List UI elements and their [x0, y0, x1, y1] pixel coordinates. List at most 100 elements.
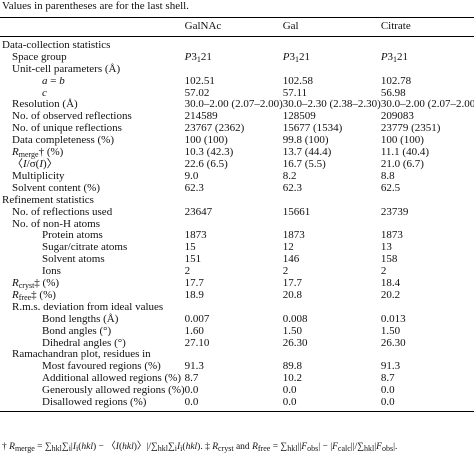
- value-cell: 13: [380, 241, 392, 254]
- subscript: hkl: [364, 444, 375, 453]
- italic-run: I: [176, 442, 181, 452]
- table-row: Space group P3121 P3121 P3121: [0, 50, 474, 64]
- row-label: Rcryst‡ (%): [0, 277, 185, 291]
- table-row: Additional allowed regions (%) 8.7 10.2 8.7: [0, 372, 474, 385]
- row-label: Ions: [42, 265, 61, 278]
- value-cell: 158: [380, 253, 398, 266]
- value-cell: 15661: [282, 205, 311, 218]
- value-cell: 102.78: [380, 74, 412, 87]
- value-cell: 151: [184, 253, 202, 266]
- italic-run: R: [12, 146, 19, 159]
- row-label: Rmerge† (%): [0, 146, 185, 159]
- value-cell: 1.60: [184, 324, 204, 337]
- table-row: a = b 102.51 102.58 102.78: [0, 74, 474, 88]
- subscript: i: [174, 444, 177, 453]
- value-cell: 2: [184, 265, 191, 278]
- italic-run: I: [23, 157, 27, 170]
- value-cell: 0.007: [184, 312, 210, 325]
- row-label: Bond angles (°): [42, 324, 112, 337]
- italic-run: I: [39, 157, 43, 170]
- value-cell: 23739: [380, 205, 409, 218]
- text-run: |.: [393, 442, 398, 452]
- value-cell: 99.8 (100): [282, 134, 329, 147]
- value-cell: 102.58: [282, 74, 313, 87]
- value-cell: 8.7: [380, 372, 395, 385]
- value-cell: 15677 (1534): [282, 122, 343, 135]
- caption: Values in parentheses are for the last s…: [2, 0, 189, 12]
- text-run: ) − 〈: [93, 442, 116, 452]
- value-cell: P3121: [283, 51, 381, 64]
- row-label: Most favoured regions (%): [42, 360, 161, 373]
- table-row: No. of non-H atoms: [0, 218, 474, 231]
- text-run: (: [78, 442, 82, 452]
- value-cell: 56.98: [380, 86, 406, 99]
- row-label: Space group: [12, 50, 67, 63]
- table-row: Disallowed regions (%) 0.0 0.0 0.0: [0, 396, 474, 413]
- subscript: 1: [393, 54, 398, 64]
- table-row: Resolution (Å) 30.0–2.00 (2.07–2.00) 30.0–…: [0, 99, 474, 111]
- section-row: Data-collection statistics: [0, 36, 474, 51]
- table-row: Dihedral angles (°) 27.10 26.30 26.30: [0, 336, 474, 350]
- text-run: † (%): [38, 146, 64, 159]
- value-cell: 20.8: [282, 288, 302, 301]
- italic-run: hkl: [81, 442, 94, 452]
- table-row: Most favoured regions (%) 91.3 89.8 91.3: [0, 360, 474, 373]
- text-run: ∑: [61, 442, 69, 452]
- value-cell: 2: [380, 265, 387, 278]
- value-cell: 0.0: [184, 384, 199, 397]
- footnote: † Rmerge = ∑hkl∑i|Ii(hkl) − 〈I(hkl)〉|/∑h…: [2, 441, 397, 453]
- subscript: 1: [294, 54, 299, 64]
- subscript: 1: [196, 54, 201, 64]
- value-cell: 18.4: [380, 277, 401, 290]
- value-cell: 8.2: [282, 169, 297, 182]
- table-row: Solvent content (%) 62.3 62.3 62.5: [0, 181, 474, 195]
- subscript: hkl: [51, 444, 62, 453]
- italic-run: R: [9, 442, 15, 452]
- text-run: )〉: [43, 157, 58, 170]
- text-run: ‡ (%): [31, 288, 56, 301]
- table-row: R.m.s. deviation from ideal values: [0, 301, 474, 314]
- subscript: cryst: [18, 281, 35, 291]
- italic-run: F: [376, 442, 382, 452]
- value-cell: 100 (100): [184, 134, 228, 147]
- data-table: GalNAc Gal Citrate Data-collection statist…: [0, 17, 474, 413]
- value-cell: 1.50: [380, 324, 401, 337]
- subscript: hkl: [287, 444, 298, 453]
- italic-run: R: [12, 277, 19, 290]
- table-row: Rcryst‡ (%) 17.7 17.7 18.4: [0, 277, 474, 291]
- table-row: Sugar/citrate atoms 15 12 13: [0, 241, 474, 254]
- value-cell: 62.3: [282, 181, 302, 194]
- value-cell: 1873: [184, 229, 207, 242]
- value-cell: 91.3: [380, 360, 401, 373]
- italic-run: a: [42, 74, 48, 87]
- value-cell: 62.3: [184, 181, 204, 194]
- row-label: Generously allowed regions (%): [42, 384, 185, 397]
- subscript: obs: [381, 444, 394, 453]
- value-cell: 0.0: [184, 396, 283, 413]
- table-header: GalNAc Gal Citrate: [0, 17, 474, 37]
- text-run: ‡ (%): [34, 277, 60, 290]
- value-cell: 26.30: [380, 336, 406, 349]
- table-row: Rfree‡ (%) 18.9 20.8 20.2: [0, 288, 474, 302]
- value-cell: 214589: [184, 110, 218, 123]
- value-cell: 9.0: [184, 169, 199, 182]
- italic-run: hkl: [185, 442, 198, 452]
- subscript: i: [76, 444, 79, 453]
- value-cell: 57.02: [184, 86, 210, 99]
- value-cell: 27.10: [184, 336, 210, 349]
- value-cell: 57.11: [282, 86, 308, 99]
- text-run: )〉|/∑: [133, 442, 158, 452]
- column-header: Citrate: [380, 17, 474, 37]
- value-cell: 0.0: [282, 384, 297, 397]
- row-label: Multiplicity: [12, 169, 65, 182]
- text-run: 21: [397, 50, 409, 63]
- italic-run: R: [252, 442, 258, 452]
- text-run: 〈: [12, 157, 23, 170]
- value-cell: 100 (100): [380, 134, 424, 147]
- table-row: No. of reflections used 23647 15661 23739: [0, 205, 474, 219]
- value-cell: 0.008: [282, 312, 308, 325]
- subscript: hkl: [157, 444, 168, 453]
- subscript: free: [257, 444, 271, 453]
- value-cell: 10.2: [282, 372, 302, 385]
